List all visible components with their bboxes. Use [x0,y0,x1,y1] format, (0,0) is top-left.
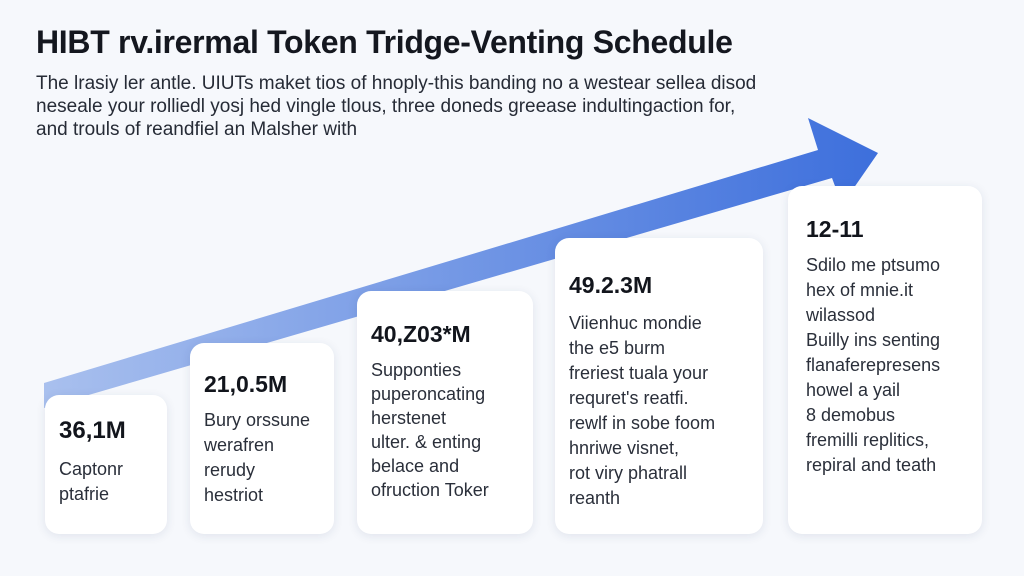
card-line: Captonr [59,459,124,479]
card-value: 12-11 [806,216,864,242]
card-line: requret's reatfi. [569,388,689,408]
intro-line: The lrasiy ler antle. UIUTs maket tios o… [36,73,757,94]
intro-line: and trouls of reandfiel an Malsher with [36,119,358,140]
card-value: 40,Z03*M [371,321,471,347]
card-line: belace and [371,456,460,476]
card-description: Captonr ptafrie [59,457,153,507]
card-line: rewlf in sobe foom [569,413,716,433]
card-line: freriest tuala your [569,363,709,383]
card-line: ofruction Toker [371,480,489,500]
card-line: 8 demobus [806,405,896,425]
card-line: hnriwe visnet, [569,438,680,458]
card-line: Builly ins senting [806,330,941,350]
schedule-card-3: 40,Z03*M Supponties puperoncating herste… [357,291,533,534]
card-line: flanaferepresens [806,355,941,375]
page-title: HIBT rv.irermal Token Tridge-Venting Sch… [36,24,733,60]
card-line: Supponties [371,360,462,380]
card-description: Bury orssune werafren rerudy hestriot [204,408,320,508]
card-value: 21,0.5M [204,371,288,397]
card-line: puperoncating [371,384,486,404]
intro-line: neseale your rolliedl yosj hed vingle tl… [36,96,736,117]
card-line: wilassod [806,305,876,325]
card-line: rerudy [204,460,256,480]
card-line: rot viry phatrall [569,463,688,483]
card-value: 49.2.3M [569,272,653,298]
card-value: 36,1M [59,417,126,444]
card-description: Supponties puperoncating herstenet ulter… [371,358,519,502]
schedule-card-2: 21,0.5M Bury orssune werafren rerudy hes… [190,343,334,534]
card-line: howel a yail [806,380,901,400]
card-description: Viienhuc mondie the e5 burm freriest tua… [569,311,749,511]
schedule-card-4: 49.2.3M Viienhuc mondie the e5 burm frer… [555,238,763,534]
card-line: Sdilo me ptsumo [806,255,941,275]
card-line: hex of mnie.it [806,280,914,300]
schedule-card-1: 36,1M Captonr ptafrie [45,395,167,534]
card-line: werafren [204,435,275,455]
card-description: Sdilo me ptsumo hex of mnie.it wilassod … [806,253,968,478]
intro-paragraph: The lrasiy ler antle. UIUTs maket tios o… [36,72,796,141]
card-line: ptafrie [59,484,110,504]
card-line: Bury orssune [204,410,311,430]
card-line: repiral and teath [806,455,937,475]
card-line: Viienhuc mondie [569,313,702,333]
card-line: ulter. & enting [371,432,482,452]
schedule-card-5: 12-11 Sdilo me ptsumo hex of mnie.it wil… [788,186,982,534]
card-line: hestriot [204,485,264,505]
card-line: herstenet [371,408,447,428]
card-line: the e5 burm [569,338,666,358]
growth-arrow-shape [44,118,878,408]
card-line: fremilli replitics, [806,430,930,450]
card-line: reanth [569,488,621,508]
